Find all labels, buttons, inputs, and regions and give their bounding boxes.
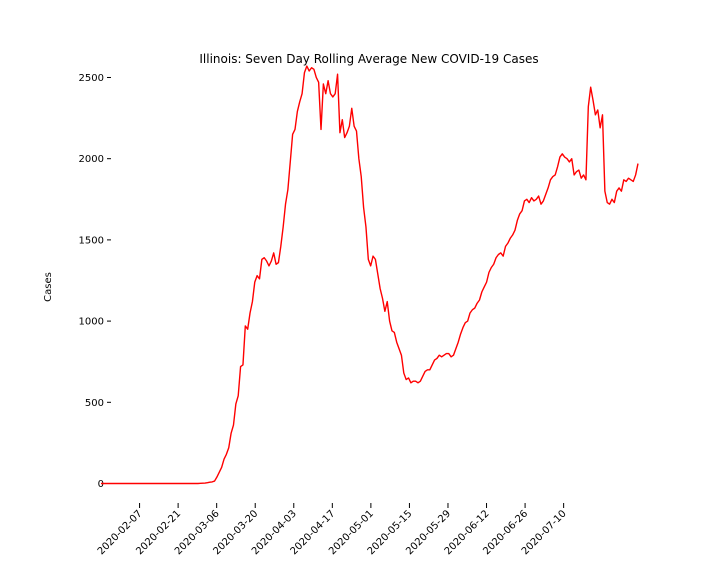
x-axis: 2020-02-072020-02-212020-03-062020-03-20…	[96, 503, 569, 557]
y-tick-label: 500	[85, 398, 104, 409]
y-axis: 0 500 1000 1500 2000 2500	[79, 73, 111, 490]
y-tick-label: 2000	[79, 154, 104, 165]
y-tick-label: 0	[98, 479, 104, 490]
series-line	[101, 65, 639, 485]
y-tick-label: 2500	[79, 73, 104, 84]
y-tick-label: 1000	[79, 317, 104, 328]
series-layer	[101, 65, 639, 485]
chart-title: Illinois: Seven Day Rolling Average New …	[199, 52, 538, 66]
y-axis-label: Cases	[43, 272, 54, 302]
y-tick-label: 1500	[79, 235, 104, 246]
